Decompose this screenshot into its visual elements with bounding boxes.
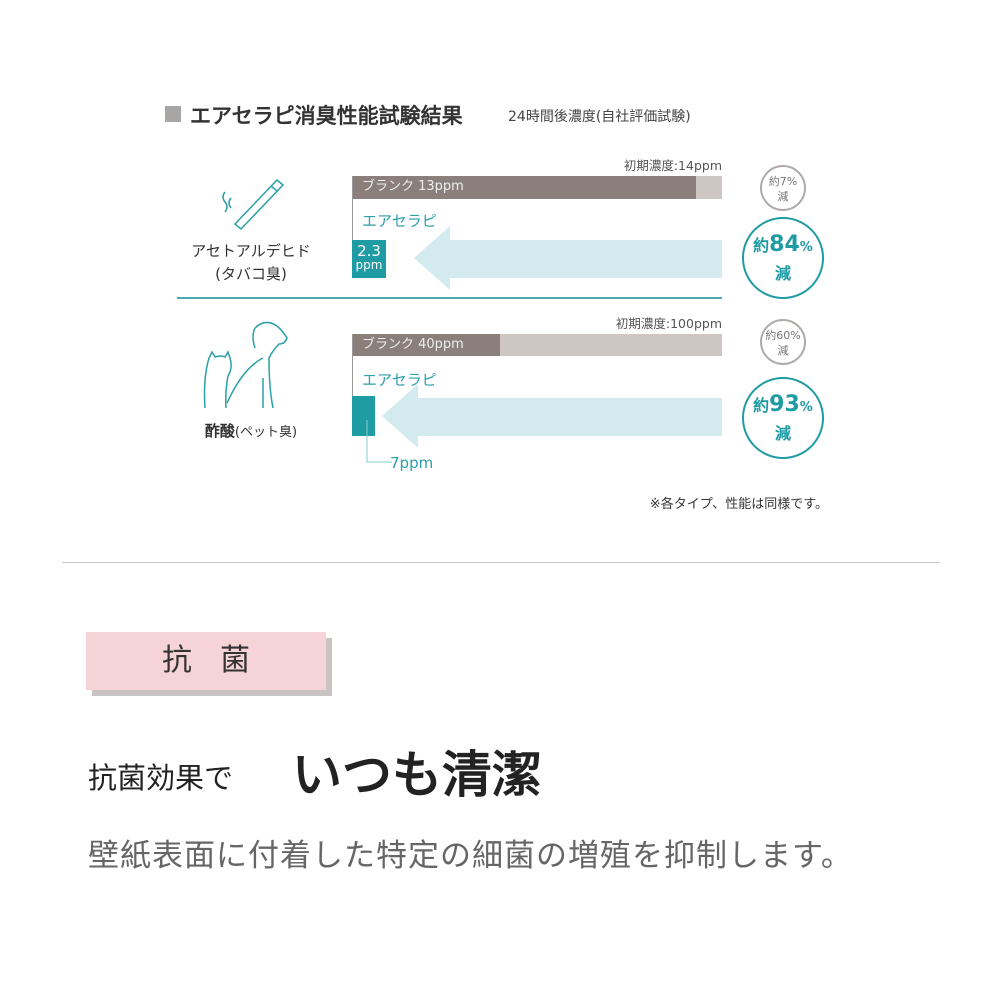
blank-reduction-badge: 約7% 減	[760, 165, 806, 211]
category-label-row2: 酢酸(ペット臭)	[176, 420, 326, 441]
title-square-icon	[165, 106, 181, 122]
badge-prefix: 約	[753, 236, 770, 255]
badge-suffix: 減	[777, 344, 789, 357]
aero-bar	[352, 396, 375, 436]
blank-bar: ブランク 40ppm	[352, 334, 500, 356]
axis-line	[352, 334, 353, 436]
heading-small: 抗菌効果で	[88, 761, 234, 795]
badge-pct: %	[799, 400, 813, 415]
badge-value: 93	[769, 392, 800, 417]
badge-value: 60%	[776, 329, 801, 342]
category-label: アセトアルデヒド	[191, 242, 311, 260]
aero-value: 2.3	[357, 242, 381, 260]
badge-suffix: 減	[774, 264, 791, 283]
initial-concentration: 初期濃度:100ppm	[615, 316, 722, 331]
badge-suffix: 減	[777, 190, 789, 203]
badge-value: 7%	[779, 175, 798, 188]
aero-reduction-badge: 約84% 減	[742, 217, 824, 299]
reduction-arrow	[382, 384, 722, 448]
description: 壁紙表面に付着した特定の細菌の増殖を抑制します。	[88, 838, 853, 874]
section-divider	[62, 562, 940, 563]
aero-unit: ppm	[355, 258, 383, 272]
badge-prefix: 約	[768, 175, 780, 188]
value-leader-line	[366, 420, 392, 463]
axis-line	[352, 176, 353, 278]
initial-concentration: 初期濃度:14ppm	[623, 158, 722, 173]
aero-label: エアセラピ	[362, 212, 437, 230]
blank-reduction-badge: 約60% 減	[760, 319, 806, 365]
chart-subtitle: 24時間後濃度(自社評価試験)	[508, 109, 691, 125]
dog-cat-icon	[203, 321, 288, 409]
row-divider	[177, 297, 722, 299]
aero-reduction-badge: 約93% 減	[742, 377, 824, 459]
aero-bar: 2.3 ppm	[352, 240, 386, 278]
category-note: (ペット臭)	[234, 425, 298, 440]
cigarette-icon	[222, 178, 285, 231]
reduction-arrow	[414, 226, 722, 290]
aero-label: エアセラピ	[362, 371, 437, 389]
category-label: 酢酸	[204, 422, 235, 440]
category-note: (タバコ臭)	[215, 265, 287, 283]
aero-value: 7ppm	[390, 454, 434, 472]
badge-pct: %	[799, 240, 813, 255]
badge-value: 84	[769, 232, 800, 257]
badge-prefix: 約	[765, 329, 777, 342]
badge-suffix: 減	[774, 424, 791, 443]
badge-prefix: 約	[753, 396, 770, 415]
heading-large: いつも清潔	[292, 746, 542, 804]
blank-bar: ブランク 13ppm	[352, 176, 696, 199]
antibacterial-badge: 抗菌	[86, 632, 326, 690]
chart-title: エアセラピ消臭性能試験結果	[190, 104, 463, 128]
footnote: ※各タイプ、性能は同様です。	[649, 497, 828, 512]
